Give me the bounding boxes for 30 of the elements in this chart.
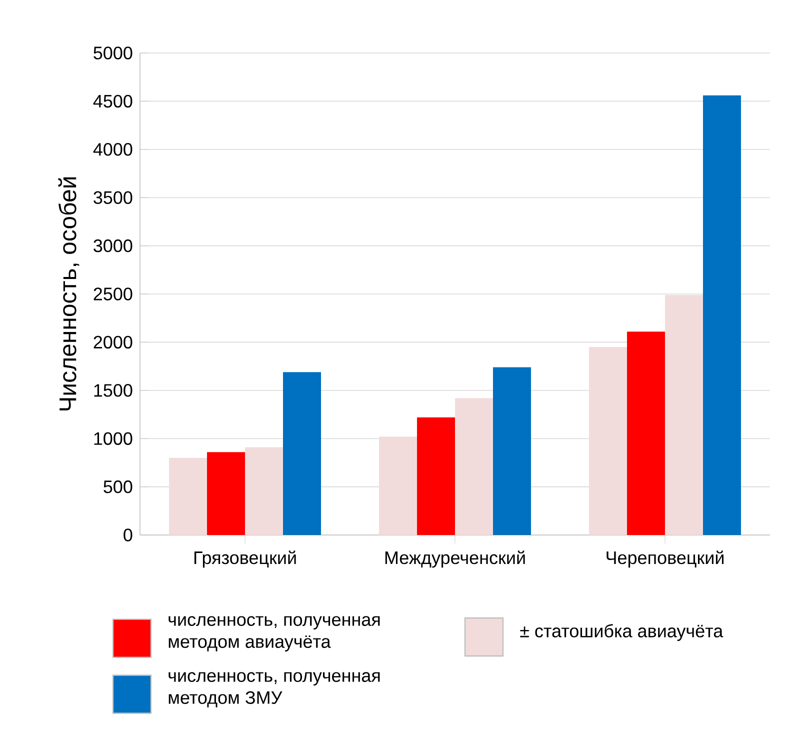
y-tick-label: 3000 — [94, 239, 132, 252]
x-tick-label: Череповецкий — [606, 550, 724, 568]
y-axis-title: Численность, особей — [58, 177, 80, 410]
bar — [207, 452, 245, 535]
bar — [626, 332, 665, 535]
x-tick-label: Междуреченский — [385, 550, 525, 568]
bar — [702, 95, 741, 535]
bar — [588, 347, 627, 535]
bar — [664, 294, 703, 535]
bar — [245, 447, 283, 535]
y-tick-label: 1000 — [94, 432, 132, 445]
y-tick-label: 2000 — [94, 336, 132, 349]
bar — [379, 436, 417, 535]
legend-label: ± статошибка авиаучёта — [520, 624, 724, 641]
legend-label: численность, полученная методом ЗМУ — [168, 672, 380, 708]
bar — [283, 372, 321, 535]
bar — [455, 398, 493, 535]
bar — [492, 367, 531, 535]
y-tick-label: 5000 — [94, 46, 132, 60]
bar — [417, 417, 455, 535]
y-tick-label: 3500 — [94, 191, 132, 204]
y-tick-label: 4000 — [93, 143, 132, 156]
y-tick-label: 4500 — [93, 94, 132, 108]
bar — [169, 458, 207, 535]
y-tick-label: 0 — [124, 528, 132, 542]
y-tick-label: 500 — [104, 480, 132, 494]
x-tick-label: Грязовецкий — [194, 550, 296, 568]
y-tick-label: 2500 — [94, 288, 132, 300]
y-tick-label: 1500 — [94, 384, 132, 397]
legend-label: численность, полученная методом авиаучёта — [168, 616, 380, 652]
